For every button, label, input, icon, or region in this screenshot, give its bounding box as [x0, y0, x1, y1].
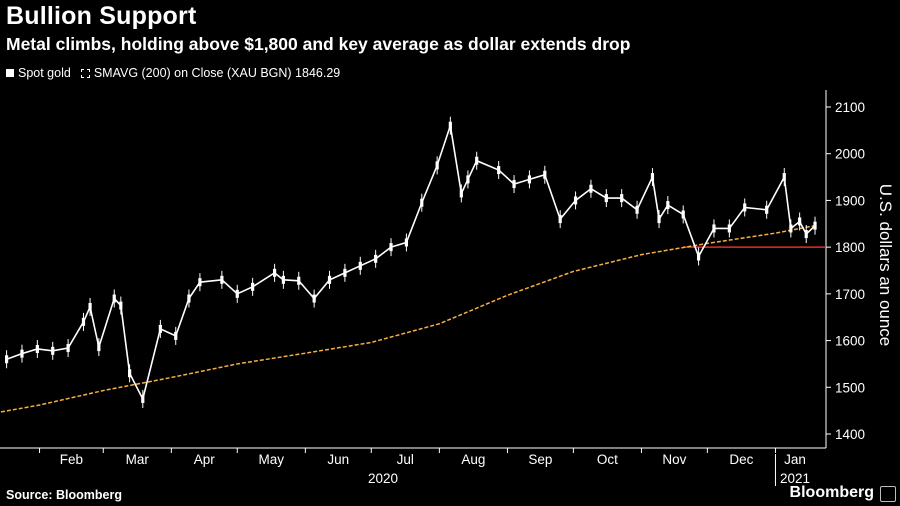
price-bar [459, 189, 463, 198]
price-bar [128, 369, 132, 378]
expand-icon[interactable] [880, 486, 896, 502]
price-bar [119, 301, 123, 310]
year-label-2021: 2021 [780, 471, 810, 486]
y-tick-label: 1500 [835, 380, 865, 395]
price-bar [604, 194, 608, 203]
price-bar [789, 224, 793, 233]
y-axis-label: U.S. dollars an ounce [876, 183, 895, 347]
price-bar [727, 224, 731, 233]
sma-200-line [0, 224, 816, 413]
y-tick-label: 1700 [835, 287, 865, 302]
price-bar [404, 238, 409, 247]
price-bar [475, 156, 479, 165]
price-bar [81, 317, 86, 326]
price-bar [558, 215, 562, 224]
price-bar [66, 344, 70, 353]
price-bar [657, 215, 661, 224]
price-bar [51, 346, 55, 355]
price-bar [343, 268, 347, 277]
bloomberg-logo: Bloomberg [789, 484, 874, 501]
price-bar [589, 184, 593, 193]
legend: Spot gold SMAVG (200) on Close (XAU BGN)… [6, 66, 340, 80]
price-bar [620, 194, 624, 203]
price-bar [358, 261, 362, 270]
y-tick-label: 1600 [835, 334, 865, 349]
y-tick-label: 1900 [835, 193, 865, 208]
y-tick-label: 1800 [835, 240, 865, 255]
x-tick-label: Oct [597, 452, 618, 467]
x-tick-label: Nov [662, 452, 686, 467]
price-bar [312, 294, 316, 303]
price-bar [798, 217, 802, 226]
spot-gold-line [6, 125, 816, 402]
legend-swatch-spot-gold [6, 69, 14, 77]
chart-title: Bullion Support [6, 2, 197, 30]
price-bar [273, 268, 277, 277]
source-note: Source: Bloomberg [6, 488, 122, 502]
price-bar [435, 161, 439, 170]
y-tick-label: 2000 [835, 147, 865, 162]
price-bar [97, 343, 101, 352]
price-bar [466, 175, 470, 184]
price-bar [297, 276, 301, 285]
year-label-2020: 2020 [368, 471, 398, 486]
x-tick-label: Feb [60, 452, 83, 467]
price-bar [420, 198, 424, 207]
price-bar [743, 203, 747, 212]
price-bar [448, 121, 452, 130]
price-bar [198, 278, 202, 287]
price-bar [158, 324, 162, 333]
price-bar [527, 175, 532, 184]
price-bar [281, 275, 285, 284]
price-bar [497, 166, 501, 175]
y-tick-label: 1400 [835, 427, 865, 442]
x-tick-label: May [259, 452, 285, 467]
price-bar [696, 252, 701, 261]
price-bar [4, 355, 9, 364]
price-bar [374, 254, 378, 263]
price-bar [235, 289, 239, 298]
price-bar [573, 196, 578, 205]
price-bar [220, 275, 224, 284]
price-bar [251, 282, 255, 291]
price-bar [650, 173, 655, 182]
x-tick-label: Aug [461, 452, 485, 467]
price-bar [813, 221, 817, 230]
price-bar [666, 201, 670, 210]
x-tick-label: Apr [194, 452, 216, 467]
price-bar [187, 294, 191, 303]
price-bar [141, 394, 145, 403]
price-bar [35, 344, 39, 353]
legend-swatch-sma [80, 68, 90, 78]
price-bar [804, 230, 808, 239]
x-tick-label: Dec [729, 452, 753, 467]
price-bar [174, 331, 178, 340]
x-tick-label: Jan [784, 452, 806, 467]
price-bar [20, 349, 24, 358]
price-bar [681, 210, 685, 219]
x-tick-label: Sep [528, 452, 552, 467]
x-tick-label: Jun [327, 452, 349, 467]
legend-label-spot-gold: Spot gold [18, 66, 71, 80]
price-bar [327, 275, 332, 284]
price-bar [782, 173, 786, 182]
price-bar [112, 294, 116, 303]
price-bar [512, 180, 516, 189]
y-tick-label: 2100 [835, 100, 865, 115]
price-bar [389, 243, 393, 252]
price-bar [635, 205, 639, 214]
price-bar [543, 170, 547, 179]
price-bar [712, 224, 716, 233]
legend-label-sma: SMAVG (200) on Close (XAU BGN) 1846.29 [93, 66, 341, 80]
price-bar [765, 205, 769, 214]
price-bar [88, 302, 92, 311]
x-tick-label: Jul [397, 452, 414, 467]
x-tick-label: Mar [126, 452, 150, 467]
chart-subtitle: Metal climbs, holding above $1,800 and k… [6, 34, 631, 54]
